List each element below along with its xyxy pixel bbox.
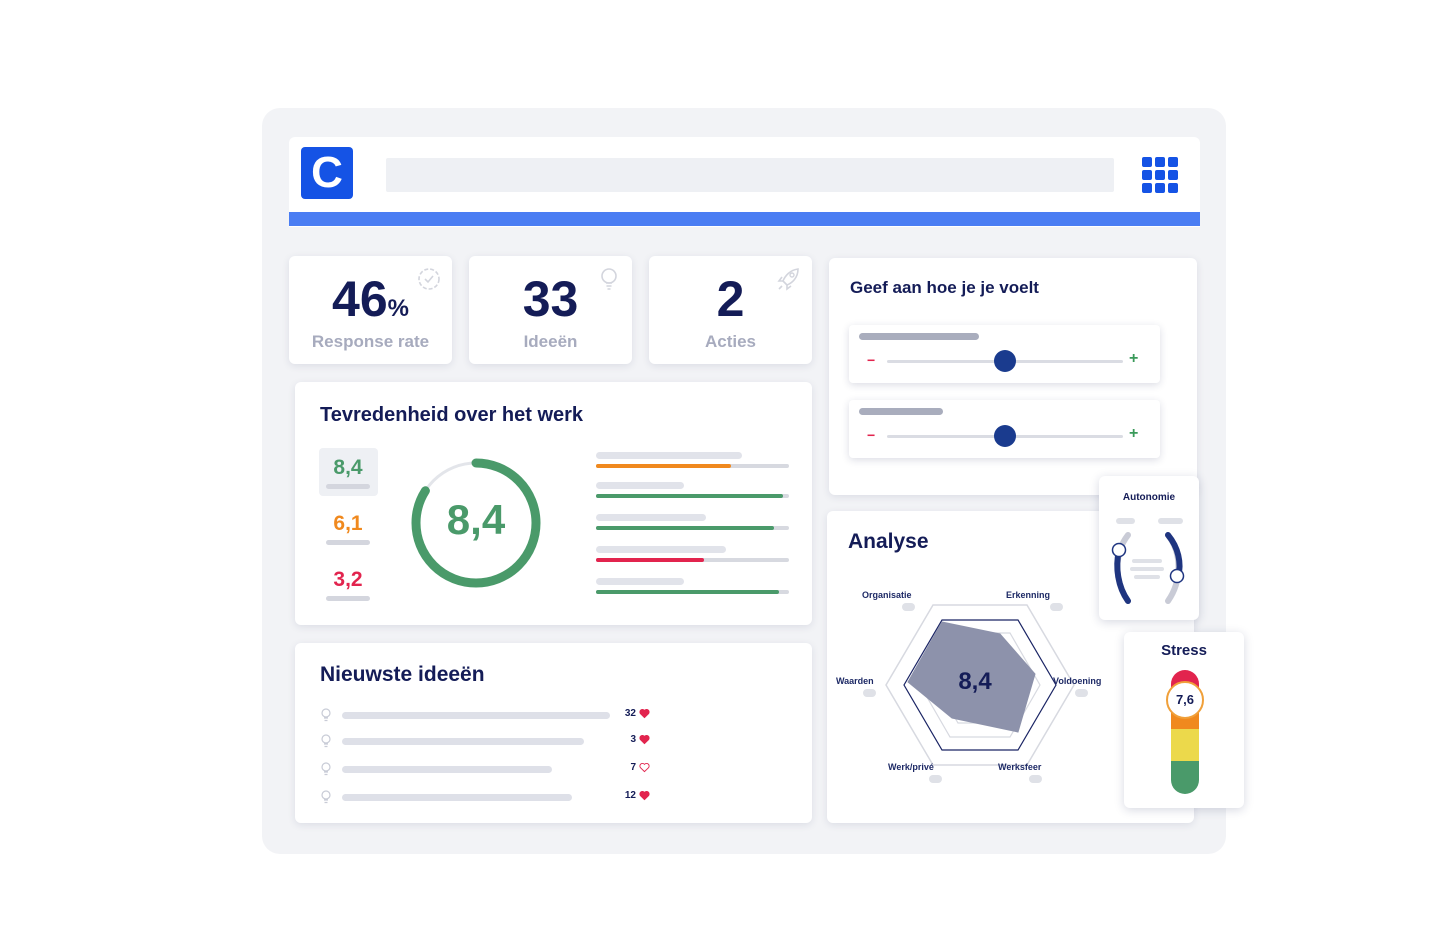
- idea-like-count: 3: [630, 734, 636, 745]
- idea-like-count: 12: [624, 790, 636, 801]
- autonomie-title: Autonomie: [1122, 492, 1176, 503]
- radar-axis-label: Erkenning: [1006, 590, 1051, 600]
- lightbulb-icon: [321, 762, 331, 776]
- progress-fill: [596, 494, 784, 498]
- progress-fill: [596, 590, 780, 594]
- progress-bar-row: [596, 452, 789, 474]
- stress-title: Stress: [1161, 642, 1207, 659]
- progress-bar-row: [596, 514, 789, 536]
- radar-axis-label: Organisatie: [862, 590, 912, 600]
- feelings-title: Geef aan hoe je je voelt: [850, 278, 1039, 297]
- lightbulb-icon: [321, 790, 331, 804]
- score-item[interactable]: 8,4: [319, 456, 377, 489]
- slider-minus[interactable]: −: [867, 352, 876, 368]
- progress-bar-row: [596, 482, 789, 504]
- score-item[interactable]: 6,1: [319, 512, 377, 545]
- stat-value: 46: [332, 271, 388, 327]
- idea-list-item[interactable]: 3: [320, 734, 650, 748]
- radar-axis-label: Werk/privé: [888, 762, 934, 772]
- score-value: 8,4: [333, 456, 363, 479]
- ring-value: 8,4: [446, 496, 506, 543]
- progress-fill: [596, 526, 774, 530]
- score-value: 6,1: [333, 512, 363, 535]
- slider-handle[interactable]: [994, 350, 1016, 372]
- progress-bar-row: [596, 578, 789, 600]
- ideas-title: Nieuwste ideeën: [320, 663, 485, 686]
- app-logo[interactable]: C: [301, 147, 353, 199]
- progress-fill: [596, 558, 705, 562]
- stat-card-actions[interactable]: 2 Acties: [649, 256, 812, 364]
- check-circle-icon: [418, 268, 440, 290]
- radar-score: 8,4: [958, 668, 992, 695]
- idea-list-item[interactable]: 12: [320, 790, 650, 804]
- rocket-icon: [777, 268, 799, 291]
- mood-slider[interactable]: − +: [849, 400, 1160, 458]
- heart-outline-icon[interactable]: [639, 762, 650, 773]
- stress-meter: [1166, 670, 1204, 794]
- stat-label: Acties: [704, 332, 757, 351]
- score-value: 3,2: [333, 568, 363, 591]
- slider-handle[interactable]: [994, 425, 1016, 447]
- stat-value: 33: [522, 271, 579, 327]
- slider-label-placeholder: [859, 333, 979, 340]
- idea-list-item[interactable]: 7: [320, 762, 650, 776]
- slider-plus[interactable]: +: [1129, 350, 1139, 367]
- satisfaction-title: Tevredenheid over het werk: [320, 404, 584, 426]
- heart-icon[interactable]: [639, 734, 650, 745]
- stat-unit: %: [387, 295, 409, 322]
- slider-minus[interactable]: −: [867, 427, 876, 443]
- radar-axis-label: Werksfeer: [998, 762, 1042, 772]
- satisfaction-card: [295, 382, 812, 625]
- radar-chart: [885, 604, 1075, 766]
- lightbulb-icon: [321, 708, 331, 722]
- slider-label-placeholder: [859, 408, 943, 415]
- apps-grid-icon[interactable]: [1142, 157, 1180, 193]
- stat-label: Response rate: [311, 332, 430, 351]
- radar-axis-label: Waarden: [836, 676, 874, 686]
- lightbulb-icon: [321, 734, 331, 748]
- heart-icon[interactable]: [639, 790, 650, 801]
- radar-axis-label: Voldoening: [1053, 676, 1102, 686]
- analyse-title: Analyse: [848, 530, 929, 553]
- stress-value: 7,6: [1175, 692, 1195, 707]
- idea-list-item[interactable]: 32: [320, 708, 650, 722]
- stat-label: Ideeën: [523, 332, 578, 351]
- heart-icon[interactable]: [639, 708, 650, 719]
- ideas-card: [295, 643, 812, 823]
- idea-like-count: 7: [630, 762, 636, 773]
- autonomie-gauge: [1111, 518, 1185, 604]
- lightbulb-icon: [601, 268, 617, 290]
- score-item[interactable]: 3,2: [319, 568, 377, 601]
- stat-card-response-rate[interactable]: 46% Response rate: [289, 256, 452, 364]
- stat-value: 2: [716, 271, 745, 327]
- header-accent-bar: [289, 212, 1200, 226]
- idea-like-count: 32: [624, 708, 636, 719]
- progress-bar-row: [596, 546, 789, 568]
- search-bar[interactable]: [386, 158, 1114, 192]
- satisfaction-ring: [411, 458, 541, 588]
- stat-card-ideas[interactable]: 33 Ideeën: [469, 256, 632, 364]
- slider-plus[interactable]: +: [1129, 425, 1139, 442]
- progress-fill: [596, 464, 732, 468]
- mood-slider[interactable]: − +: [849, 325, 1160, 383]
